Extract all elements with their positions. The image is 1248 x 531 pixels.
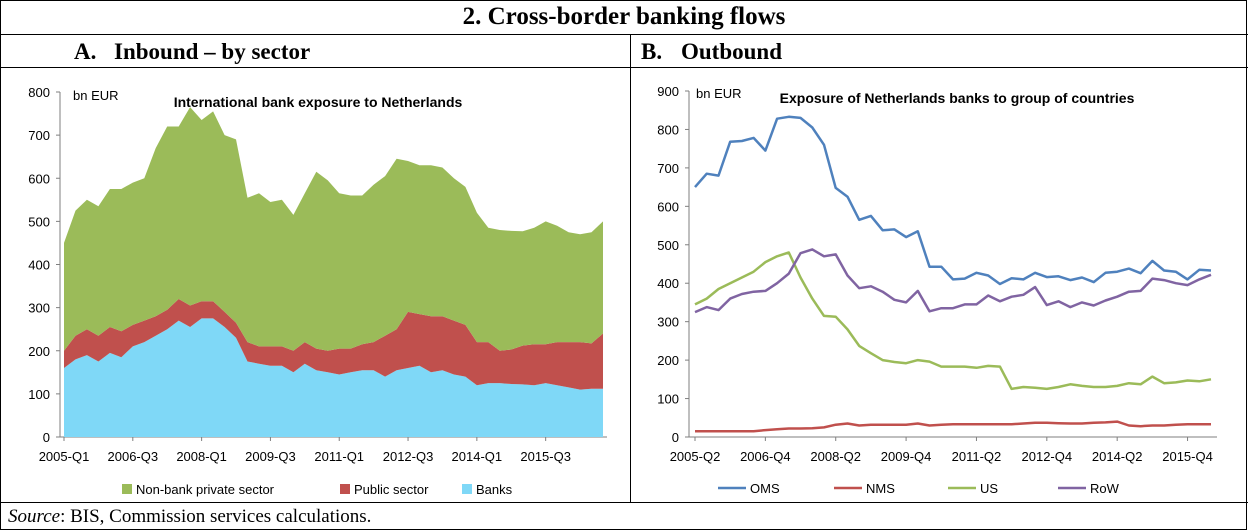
chart-a-y-tick-label: 600 — [28, 171, 50, 186]
source-note: Source: BIS, Commission services calcula… — [8, 505, 371, 529]
chart-b-x-tick-label: 2005-Q2 — [670, 449, 721, 464]
panel-a-title: A. Inbound – by sector — [74, 38, 310, 66]
legend-label-row: RoW — [1090, 481, 1120, 496]
legend-label-oms: OMS — [750, 481, 780, 496]
chart-a-y-tick-label: 800 — [28, 85, 50, 100]
panel-b-title-text: Outbound — [681, 39, 783, 64]
chart-b: 0 100 200 300 400 500 600 700 800 900 2005-Q2 2006-… — [657, 84, 1217, 496]
chart-a-y-tick-label: 100 — [28, 387, 50, 402]
chart-b-x-tick-label: 2014-Q2 — [1092, 449, 1143, 464]
chart-b-x-tick-label: 2009-Q4 — [881, 449, 932, 464]
chart-a-y-tick-label: 0 — [43, 430, 50, 445]
chart-a-title: International bank exposure to Netherlan… — [174, 94, 463, 110]
area-banks — [64, 318, 603, 437]
chart-b-y-tick-label: 0 — [672, 430, 679, 445]
chart-b-y-tick-label: 600 — [657, 199, 679, 214]
chart-b-x-tick-label: 2006-Q4 — [740, 449, 791, 464]
chart-a-x-tick-label: 2012-Q3 — [383, 449, 434, 464]
figure-title: 2. Cross-border banking flows — [462, 3, 786, 30]
chart-a-x-tick-label: 2008-Q1 — [176, 449, 227, 464]
chart-a-x-tick-label: 2005-Q1 — [39, 449, 90, 464]
chart-b-y-tick-label: 200 — [657, 353, 679, 368]
source-label: Source — [8, 506, 61, 527]
chart-a: 0 100 200 300 400 500 600 700 800 2005-Q1 2006-Q3 2… — [28, 85, 607, 497]
legend-swatch-banks — [462, 484, 472, 494]
panel-title-divider — [0, 67, 1248, 68]
chart-b-x-tick-label: 2012-Q4 — [1022, 449, 1073, 464]
chart-a-x-tick-label: 2014-Q1 — [452, 449, 503, 464]
chart-a-y-tick-label: 500 — [28, 214, 50, 229]
chart-a-y-tick-label: 400 — [28, 258, 50, 273]
chart-b-y-tick-label: 300 — [657, 315, 679, 330]
legend-label-banks: Banks — [476, 482, 513, 497]
chart-a-x-tick-label: 2011-Q1 — [314, 449, 364, 464]
chart-a-unit-label: bn EUR — [73, 88, 119, 103]
legend-label-public-sector: Public sector — [354, 482, 429, 497]
chart-a-x-tick-label: 2006-Q3 — [108, 449, 159, 464]
chart-a-x-tick-label: 2015-Q3 — [520, 449, 571, 464]
chart-b-unit-label: bn EUR — [696, 86, 742, 101]
chart-b-y-tick-label: 700 — [657, 161, 679, 176]
legend-swatch-non-bank-private-sector — [122, 484, 132, 494]
chart-b-x-tick-label: 2015-Q4 — [1162, 449, 1213, 464]
chart-b-x-tick-label: 2011-Q2 — [952, 449, 1002, 464]
chart-a-x-tick-label: 2009-Q3 — [245, 449, 296, 464]
panel-divider — [630, 34, 631, 502]
chart-b-x-tick-label: 2008-Q2 — [810, 449, 861, 464]
title-divider — [0, 34, 1248, 35]
panel-a-title-text: Inbound – by sector — [114, 39, 311, 64]
line-row — [694, 248, 1212, 314]
source-text: : BIS, Commission services calculations. — [60, 506, 372, 527]
panel-a-letter: A. — [74, 39, 97, 64]
legend-label-us: US — [980, 481, 998, 496]
chart-b-y-tick-label: 500 — [657, 238, 679, 253]
line-us — [694, 251, 1212, 391]
panel-b-title: B. Outbound — [641, 38, 782, 66]
area-non-bank-private-sector — [64, 107, 603, 351]
chart-b-y-tick-label: 800 — [657, 122, 679, 137]
chart-b-title: Exposure of Netherlands banks to group o… — [780, 90, 1135, 106]
chart-a-y-tick-label: 200 — [28, 344, 50, 359]
chart-b-y-tick-label: 900 — [657, 84, 679, 99]
panel-b-letter: B. — [641, 39, 663, 64]
chart-a-y-tick-label: 300 — [28, 301, 50, 316]
legend-label-nms: NMS — [866, 481, 895, 496]
chart-b-y-tick-label: 400 — [657, 276, 679, 291]
legend-label-non-bank-private-sector: Non-bank private sector — [136, 482, 275, 497]
area-public-sector — [64, 299, 603, 390]
chart-b-y-tick-label: 100 — [657, 392, 679, 407]
chart-a-y-tick-label: 700 — [28, 128, 50, 143]
legend-swatch-public-sector — [340, 484, 350, 494]
source-divider — [0, 502, 1248, 503]
line-nms — [695, 420, 1211, 433]
line-oms — [694, 115, 1212, 286]
